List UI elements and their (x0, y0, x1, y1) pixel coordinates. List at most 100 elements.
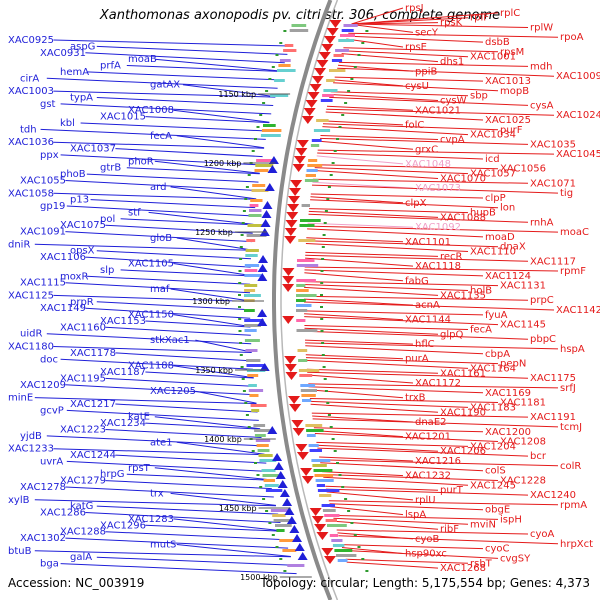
gene-label[interactable]: gtrB (100, 163, 121, 174)
gene-label[interactable]: XAC1232 (405, 471, 451, 482)
gene-label[interactable]: XAC1278 (20, 482, 66, 493)
gene-label[interactable]: XAC1001 (470, 52, 516, 63)
gene-label[interactable]: dnaX (500, 242, 526, 253)
gene-label[interactable]: rpsK (440, 18, 463, 29)
gene-label[interactable]: mopB (500, 86, 529, 97)
gene-label[interactable]: XAC0925 (8, 35, 54, 46)
gene-label[interactable]: XAC0931 (40, 48, 86, 59)
gene-label[interactable]: XAC1279 (60, 476, 106, 487)
gene-label[interactable]: XAC1160 (60, 322, 106, 333)
gene-label[interactable]: grxC (415, 144, 438, 155)
gene-label[interactable]: hflC (415, 339, 435, 350)
gene-label[interactable]: XAC1245 (470, 480, 516, 491)
gene-label[interactable]: ispH (500, 514, 522, 525)
gene-label[interactable]: XAC1178 (70, 348, 116, 359)
gene-label[interactable]: hrpXct (560, 539, 593, 550)
gene-label[interactable]: p13 (70, 195, 89, 206)
gene-label[interactable]: fecA (150, 131, 172, 142)
gene-label[interactable]: XAC1125 (8, 290, 54, 301)
gene-label[interactable]: XAC1217 (70, 399, 116, 410)
gene-label[interactable]: dsbB (485, 37, 510, 48)
gene-label[interactable]: XAC1296 (100, 520, 146, 531)
gene-label[interactable]: XAC1172 (415, 378, 461, 389)
gene-label[interactable]: XAC1124 (485, 271, 531, 282)
gene-label[interactable]: XAC1233 (8, 444, 54, 455)
gene-label[interactable]: XAC1056 (500, 164, 546, 175)
gene-label[interactable]: rplU (415, 495, 436, 506)
gene-label[interactable]: rpmA (560, 500, 587, 511)
gene-label[interactable]: cyoC (485, 544, 510, 555)
gene-label[interactable]: rpsJ (405, 3, 424, 14)
gene-label[interactable]: kbl (60, 118, 75, 129)
gene-label[interactable]: moaD (485, 232, 515, 243)
gene-label[interactable]: cysA (530, 100, 554, 111)
gene-label[interactable]: XAC1149 (40, 303, 86, 314)
gene-label[interactable]: XAC1164 (470, 363, 516, 374)
gene-label[interactable]: XAC1216 (415, 456, 461, 467)
gene-label[interactable]: XAC1071 (530, 178, 576, 189)
gene-label[interactable]: btuB (8, 546, 32, 557)
gene-label[interactable]: XAC1091 (20, 227, 66, 238)
gene-label[interactable]: recR (440, 251, 463, 262)
gene-label[interactable]: rpsT (128, 463, 151, 474)
gene-label[interactable]: XAC1088 (440, 212, 486, 223)
gene-label[interactable]: doc (40, 354, 58, 365)
gene-label[interactable]: XAC1187 (100, 367, 146, 378)
gene-label[interactable]: moaC (560, 227, 589, 238)
gene-label[interactable]: trx (150, 488, 164, 499)
gene-label[interactable]: aspG (70, 41, 95, 52)
gene-label[interactable]: bcr (530, 451, 547, 462)
gene-label[interactable]: XAC1101 (405, 237, 451, 248)
gene-label[interactable]: stf (128, 207, 141, 218)
gene-label[interactable]: XAC1117 (530, 256, 576, 267)
gene-label[interactable]: tcmJ (560, 422, 582, 433)
gene-label[interactable]: XAC1181 (500, 398, 546, 409)
gene-label[interactable]: fabG (405, 276, 429, 287)
gene-label[interactable]: XAC1244 (70, 450, 116, 461)
gene-label[interactable]: XAC1045 (556, 149, 600, 160)
gene-label[interactable]: XAC1013 (485, 76, 531, 87)
gene-label[interactable]: XAC1228 (500, 476, 546, 487)
gene-label[interactable]: purT (440, 485, 464, 496)
gene-label[interactable]: cirA (20, 73, 39, 84)
gene-label[interactable]: XAC1037 (70, 144, 116, 155)
gene-label[interactable]: minE (8, 393, 33, 404)
gene-label[interactable]: pbpC (530, 334, 556, 345)
gene-label[interactable]: rplC (500, 8, 520, 19)
gene-label[interactable]: XAC1195 (60, 373, 106, 384)
gene-label[interactable]: clpP (485, 193, 506, 204)
gene-label[interactable]: XAC1025 (485, 115, 531, 126)
gene-label[interactable]: slp (100, 265, 114, 276)
gene-label[interactable]: XAC1204 (470, 441, 516, 452)
gene-label[interactable]: XAC1021 (415, 105, 461, 116)
gene-label[interactable]: XAC1015 (100, 112, 146, 123)
gene-label[interactable]: mviN (470, 519, 496, 530)
gene-label[interactable]: ppx (40, 150, 59, 161)
gene-label[interactable]: hupB (470, 208, 496, 219)
gene-label[interactable]: phoB (60, 169, 86, 180)
gene-label[interactable]: xylB (8, 495, 30, 506)
gene-label[interactable]: tdh (20, 124, 37, 135)
gene-label[interactable]: XAC1175 (530, 373, 576, 384)
gene-label[interactable]: lon (500, 203, 515, 214)
gene-label[interactable]: rplF (470, 13, 489, 24)
gene-label[interactable]: katE (128, 412, 150, 423)
gene-label[interactable]: XAC1075 (60, 220, 106, 231)
gene-label[interactable]: XAC1209 (20, 380, 66, 391)
gene-label[interactable]: gp19 (40, 201, 65, 212)
gene-label[interactable]: prpC (530, 295, 554, 306)
gene-label[interactable]: XAC1024 (556, 110, 600, 121)
gene-label[interactable]: XAC1191 (530, 412, 576, 423)
gene-label[interactable]: prfA (100, 61, 121, 72)
gene-label[interactable]: hemA (60, 67, 89, 78)
gene-label[interactable]: hrpG (100, 469, 125, 480)
gene-label[interactable]: XAC1144 (405, 315, 451, 326)
gene-label[interactable]: icd (485, 154, 500, 165)
gene-label[interactable]: rpsE (405, 42, 427, 53)
gene-label[interactable]: srfJ (560, 383, 576, 394)
gene-label[interactable]: cyoB (415, 534, 440, 545)
gene-label[interactable]: XAC1092 (415, 222, 461, 233)
gene-label[interactable]: glpQ (440, 329, 463, 340)
gene-label[interactable]: XAC1223 (60, 425, 106, 436)
gene-label[interactable]: rplW (530, 23, 553, 34)
